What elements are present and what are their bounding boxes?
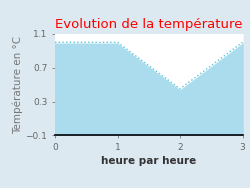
X-axis label: heure par heure: heure par heure — [101, 156, 196, 166]
Y-axis label: Température en °C: Température en °C — [12, 36, 23, 134]
Title: Evolution de la température: Evolution de la température — [55, 18, 242, 31]
